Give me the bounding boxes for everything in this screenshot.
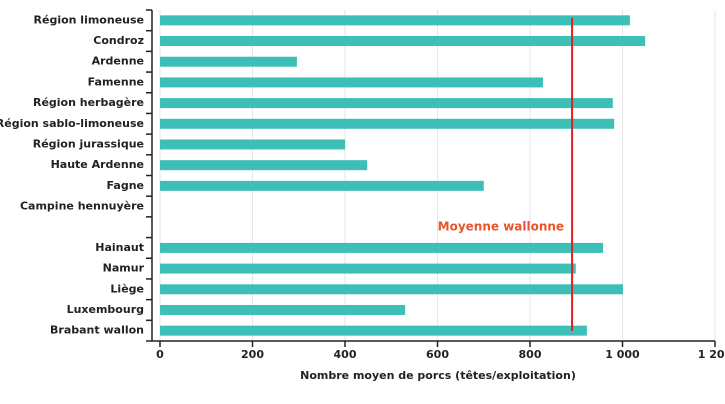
y-tick-label: Liège: [110, 282, 144, 295]
x-tick-label: 0: [156, 348, 164, 361]
bar: [160, 98, 613, 109]
x-tick-label: 800: [519, 348, 542, 361]
reference-label: Moyenne wallonne: [438, 220, 564, 234]
bar: [160, 36, 646, 47]
bar: [160, 56, 297, 67]
y-tick-label: Brabant wallon: [50, 324, 144, 337]
y-tick-label: Famenne: [88, 75, 144, 88]
y-tick-label: Ardenne: [92, 55, 144, 68]
bar: [160, 15, 630, 26]
x-tick-label: 1 200: [698, 348, 725, 361]
y-tick-label: Condroz: [93, 34, 144, 47]
bar: [160, 118, 615, 129]
y-tick-label: Région limoneuse: [34, 13, 144, 26]
x-tick-label: 600: [426, 348, 449, 361]
bar: [160, 304, 406, 315]
bar: [160, 242, 604, 253]
y-tick-label: Région jurassique: [33, 137, 144, 150]
x-tick-label: 400: [334, 348, 357, 361]
bar: [160, 325, 587, 336]
x-tick-label: 200: [241, 348, 264, 361]
y-tick-label: Haute Ardenne: [51, 158, 144, 171]
bar: [160, 77, 543, 88]
bar: [160, 160, 368, 171]
y-tick-label: Région sablo-limoneuse: [0, 117, 144, 130]
x-tick-label: 1 000: [605, 348, 640, 361]
y-tick-label: Campine hennuyère: [20, 200, 144, 213]
y-tick-label: Luxembourg: [67, 303, 144, 316]
y-tick-label: Fagne: [107, 179, 144, 192]
bar: [160, 263, 576, 274]
y-tick-label: Hainaut: [95, 241, 144, 254]
bar: [160, 284, 623, 295]
x-axis-label: Nombre moyen de porcs (têtes/exploitatio…: [300, 369, 576, 382]
y-tick-label: Région herbagère: [33, 96, 144, 109]
bar: [160, 139, 345, 150]
bar: [160, 180, 484, 191]
y-tick-label: Namur: [103, 262, 145, 275]
